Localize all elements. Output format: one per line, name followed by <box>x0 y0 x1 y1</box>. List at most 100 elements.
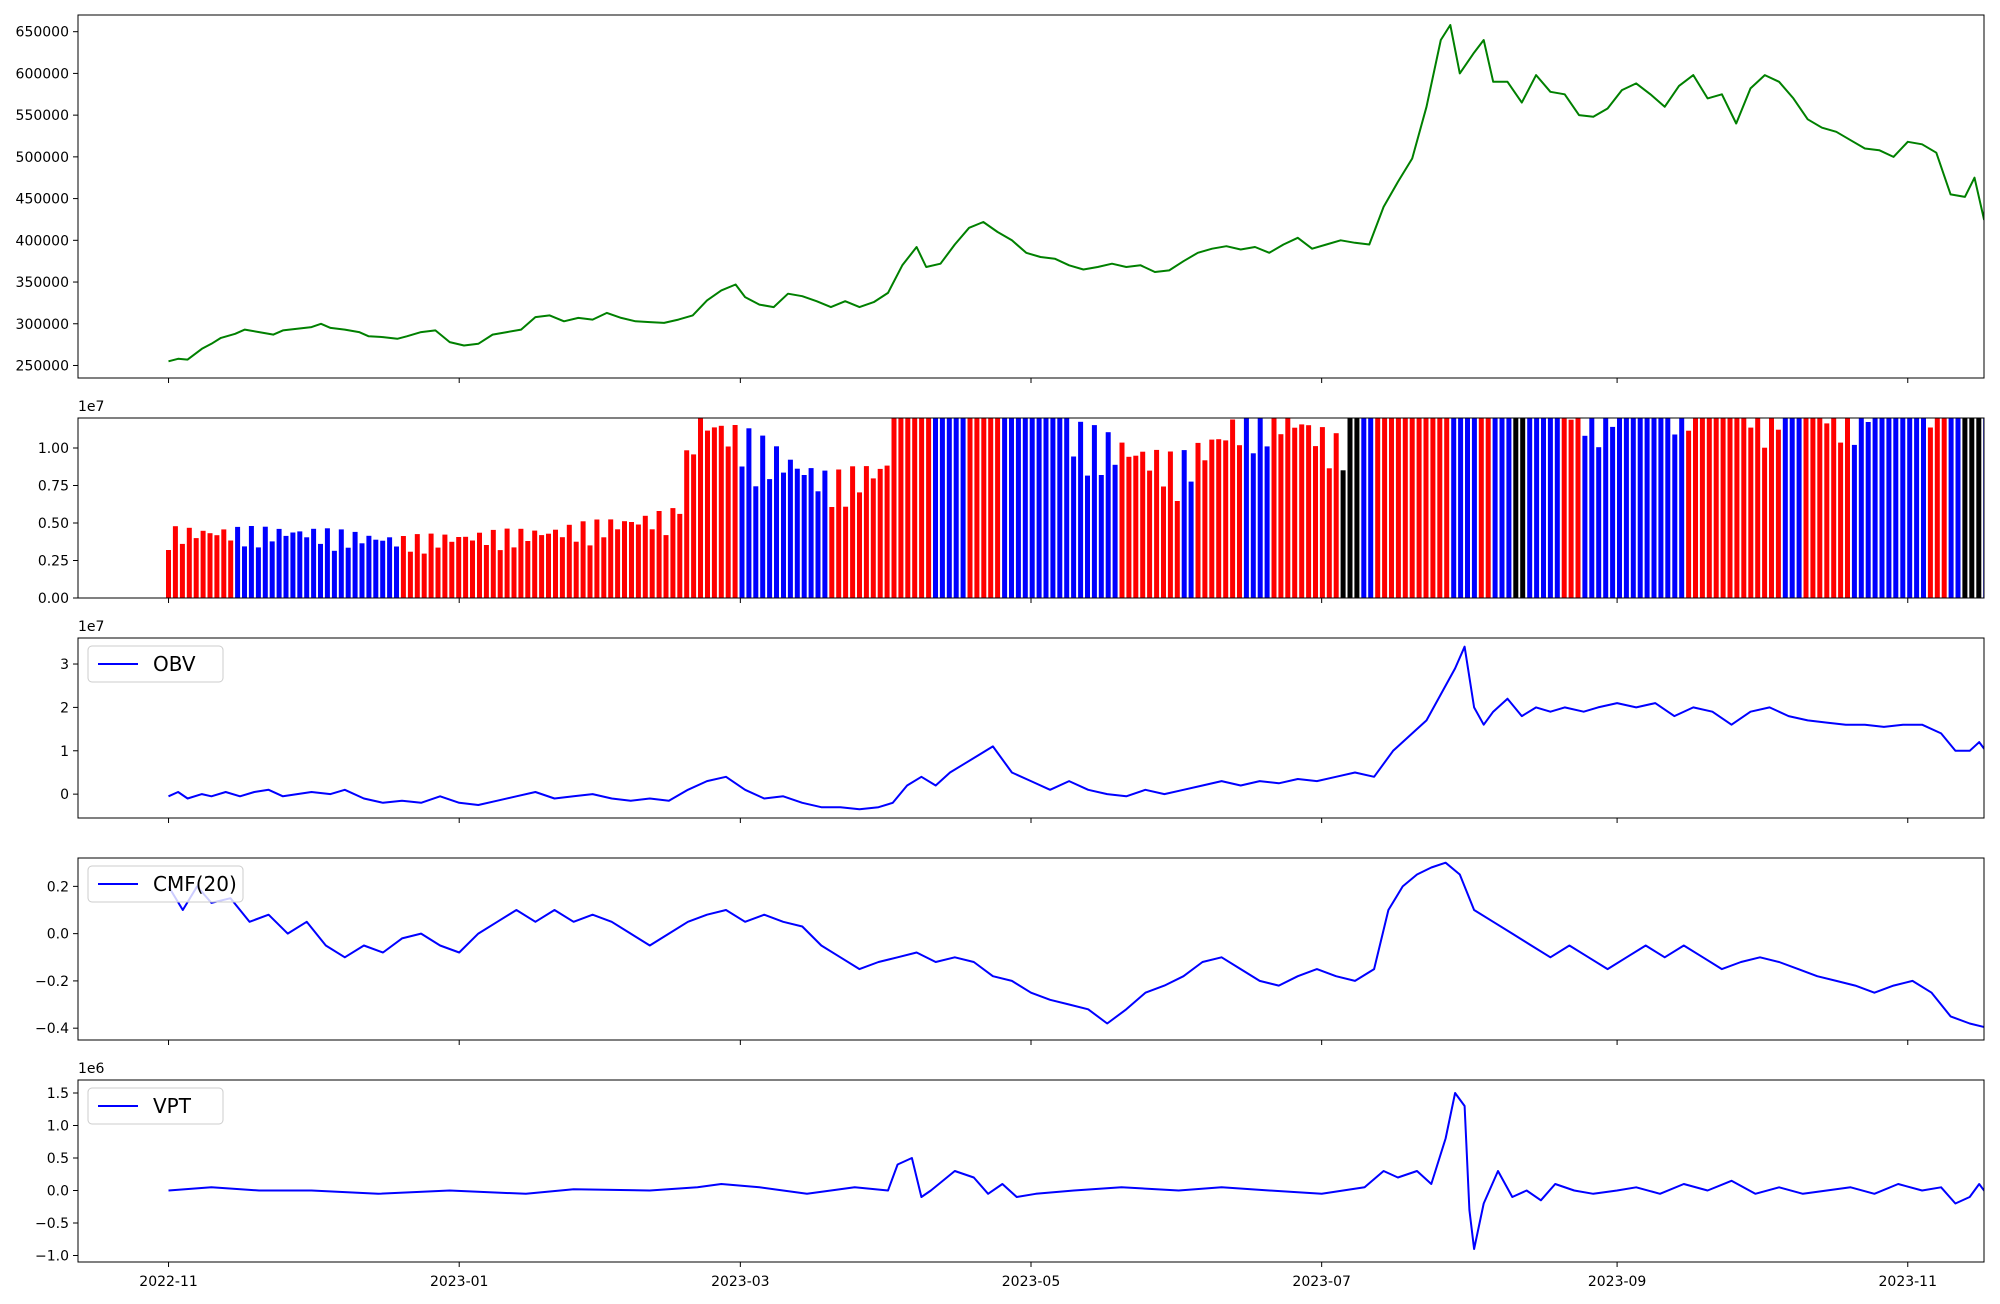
volume-bar <box>277 529 282 598</box>
volume-bar <box>1500 0 1505 598</box>
volume-bar <box>774 446 779 598</box>
volume-bar <box>1866 422 1871 598</box>
volume-bar <box>1071 457 1076 599</box>
volume-bar <box>1037 334 1042 598</box>
volume-bar <box>1942 408 1947 598</box>
volume-bar <box>1140 452 1145 598</box>
volume-bar <box>636 525 641 599</box>
volume-bar <box>214 535 219 598</box>
volume-bar <box>1741 376 1746 598</box>
volume-bar <box>360 543 365 598</box>
axes-frame <box>78 15 1984 378</box>
volume-bar <box>346 548 351 598</box>
volume-bar <box>1541 317 1546 598</box>
y-tick-label: 3 <box>60 657 69 673</box>
volume-bar <box>1230 420 1235 599</box>
y-tick-label: 450000 <box>16 192 69 208</box>
volume-bar <box>304 537 309 598</box>
volume-bar <box>995 251 1000 599</box>
volume-bar <box>1893 380 1898 598</box>
volume-bar <box>187 528 192 598</box>
volume-bar <box>546 534 551 598</box>
volume-bar <box>1030 271 1035 598</box>
volume-bar <box>208 533 213 598</box>
y-tick-label: 2 <box>60 700 69 716</box>
volume-bar <box>1555 394 1560 598</box>
volume-bar <box>1133 456 1138 598</box>
volume-bar <box>1085 476 1090 598</box>
volume-bar <box>1182 450 1187 598</box>
y-tick-label: 0.5 <box>47 1151 69 1167</box>
volume-bar <box>539 535 544 598</box>
y-tick-label: 250000 <box>16 358 69 374</box>
volume-bar <box>954 0 959 598</box>
volume-bar <box>885 466 890 598</box>
volume-bar <box>484 545 489 598</box>
volume-bar <box>657 511 662 598</box>
volume-bar <box>933 139 938 599</box>
volume-bar <box>615 529 620 598</box>
volume-bar <box>961 28 966 598</box>
x-tick-label: 2023-09 <box>1588 1274 1647 1290</box>
volume-bar <box>1002 157 1007 599</box>
x-tick-label: 2022-11 <box>139 1274 198 1290</box>
volume-bar <box>1299 424 1304 598</box>
volume-bar <box>1569 420 1574 598</box>
volume-bar <box>1631 389 1636 599</box>
y-tick-label: 0.75 <box>38 479 69 495</box>
volume-bar <box>380 541 385 598</box>
volume-bar <box>166 550 171 598</box>
plot-area <box>169 647 2000 810</box>
volume-bar <box>498 550 503 598</box>
volume-bar <box>353 532 358 598</box>
volume-bar <box>1327 468 1332 598</box>
volume-bar <box>1776 430 1781 598</box>
volume-bar <box>1610 427 1615 598</box>
volume-bar <box>574 542 579 598</box>
volume-bar <box>1714 397 1719 598</box>
series-line-cmf20 <box>169 863 2000 1028</box>
volume-bar <box>712 427 717 598</box>
plot-area <box>169 25 2000 361</box>
y-tick-label: −0.2 <box>35 974 69 990</box>
volume-bar <box>1361 183 1366 598</box>
volume-bar <box>1652 378 1657 599</box>
volume-bar <box>871 478 876 598</box>
series-line-vpt <box>169 1093 2000 1249</box>
volume-bar <box>1120 443 1125 598</box>
volume-bar <box>1465 0 1470 598</box>
volume-bar <box>1486 0 1491 598</box>
volume-bar <box>1576 384 1581 598</box>
volume-bar <box>1023 318 1028 598</box>
volume-bar <box>1278 434 1283 598</box>
volume-bar <box>332 551 337 598</box>
volume-bar <box>643 516 648 598</box>
volume-bar <box>1665 369 1670 599</box>
y-tick-label: 0.50 <box>38 516 69 532</box>
volume-bar <box>1956 383 1961 598</box>
volume-bar <box>325 528 330 598</box>
volume-bar <box>1679 364 1684 598</box>
volume-bar <box>1921 351 1926 598</box>
volume-bar <box>1016 211 1021 599</box>
volume-bar <box>788 460 793 598</box>
volume-bar <box>940 0 945 598</box>
volume-bar <box>401 536 406 598</box>
series-line <box>169 25 2000 361</box>
axes-frame <box>78 858 1984 1040</box>
volume-bar <box>1728 384 1733 598</box>
volume-bar <box>1493 0 1498 598</box>
volume-bar <box>622 521 627 598</box>
volume-bar <box>415 534 420 598</box>
volume-bar <box>1589 378 1594 598</box>
volume-bar <box>284 536 289 598</box>
volume-bar <box>422 554 427 598</box>
volume-bar <box>1645 401 1650 598</box>
volume-bar <box>1265 446 1270 598</box>
volume-bar <box>518 529 523 598</box>
volume-bar <box>525 541 530 598</box>
volume-bar <box>429 534 434 598</box>
volume-bar <box>1430 45 1435 598</box>
